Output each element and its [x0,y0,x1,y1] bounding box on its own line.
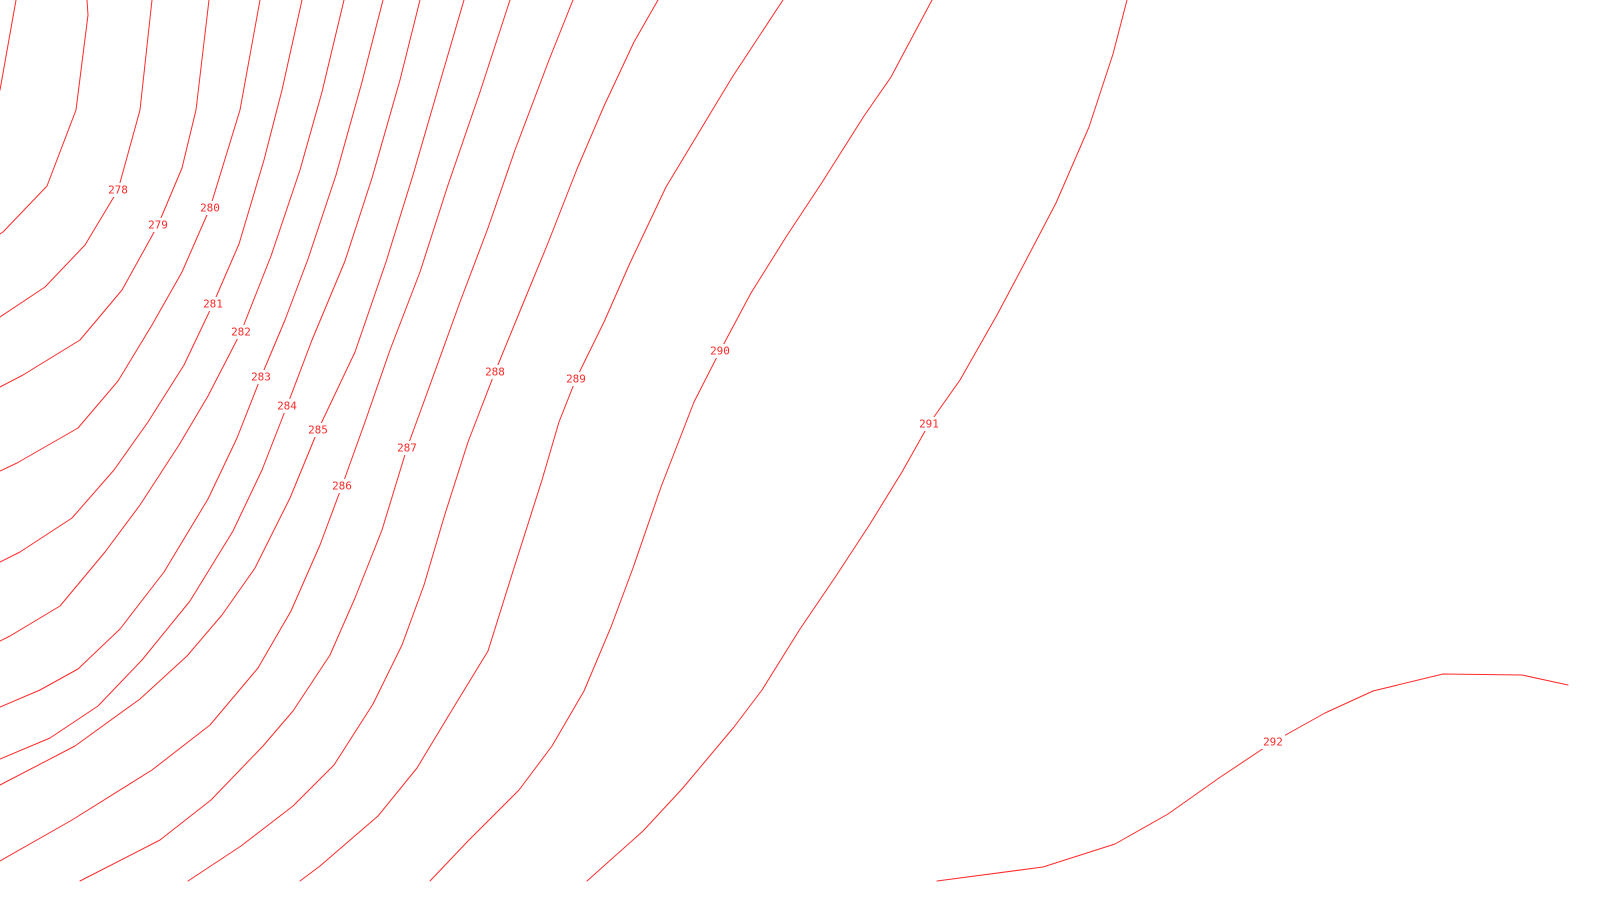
contour-label-288: 288 [485,366,505,379]
contour-label-289: 289 [566,373,586,386]
contour-line-289 [187,0,659,882]
contour-line-281 [0,0,261,472]
contour-line-283 [0,0,345,642]
contour-label-background [564,372,588,386]
contour-label-284: 284 [277,400,297,413]
contour-line-278 [0,0,89,235]
contour-label-292: 292 [1263,736,1283,749]
contour-label-background [395,441,419,455]
contour-label-278: 278 [108,184,128,197]
contour-label-background [306,423,330,437]
contour-label-background [275,399,299,413]
contour-label-287: 287 [397,442,417,455]
contour-line-291 [429,0,933,882]
contour-label-background [229,325,253,339]
contour-line-288 [79,0,574,882]
contour-label-282: 282 [231,326,251,339]
contour-label-background [201,297,225,311]
contour-label-280: 280 [200,202,220,215]
contour-label-291: 291 [919,418,939,431]
contour-line-280 [0,0,210,388]
contour-label-background [483,365,507,379]
contour-line [0,0,17,91]
contour-line-279 [0,0,153,318]
contour-label-286: 286 [332,480,352,493]
contour-line-284 [0,0,384,708]
contour-line-286 [0,0,465,786]
contour-label-background [249,370,273,384]
contour-line-290 [299,0,784,882]
contour-label-285: 285 [308,424,328,437]
contour-labels: 278 279 280 281 282 283 284 285 286 287 288 289 290 2… [106,183,1285,749]
contour-line-285 [0,0,421,760]
contour-label-290: 290 [710,345,730,358]
contour-label-background [917,417,941,431]
contour-line-287 [0,0,511,862]
contour-label-background [330,479,354,493]
contour-label-background [1261,735,1285,749]
contour-label-background [198,201,222,215]
contour-label-283: 283 [251,371,271,384]
contour-label-281: 281 [203,298,223,311]
contour-label-background [106,183,130,197]
contour-label-279: 279 [148,219,168,232]
contour-label-background [708,344,732,358]
contour-label-background [146,218,170,232]
contour-line-282 [0,0,303,563]
contour-line [586,0,1128,882]
